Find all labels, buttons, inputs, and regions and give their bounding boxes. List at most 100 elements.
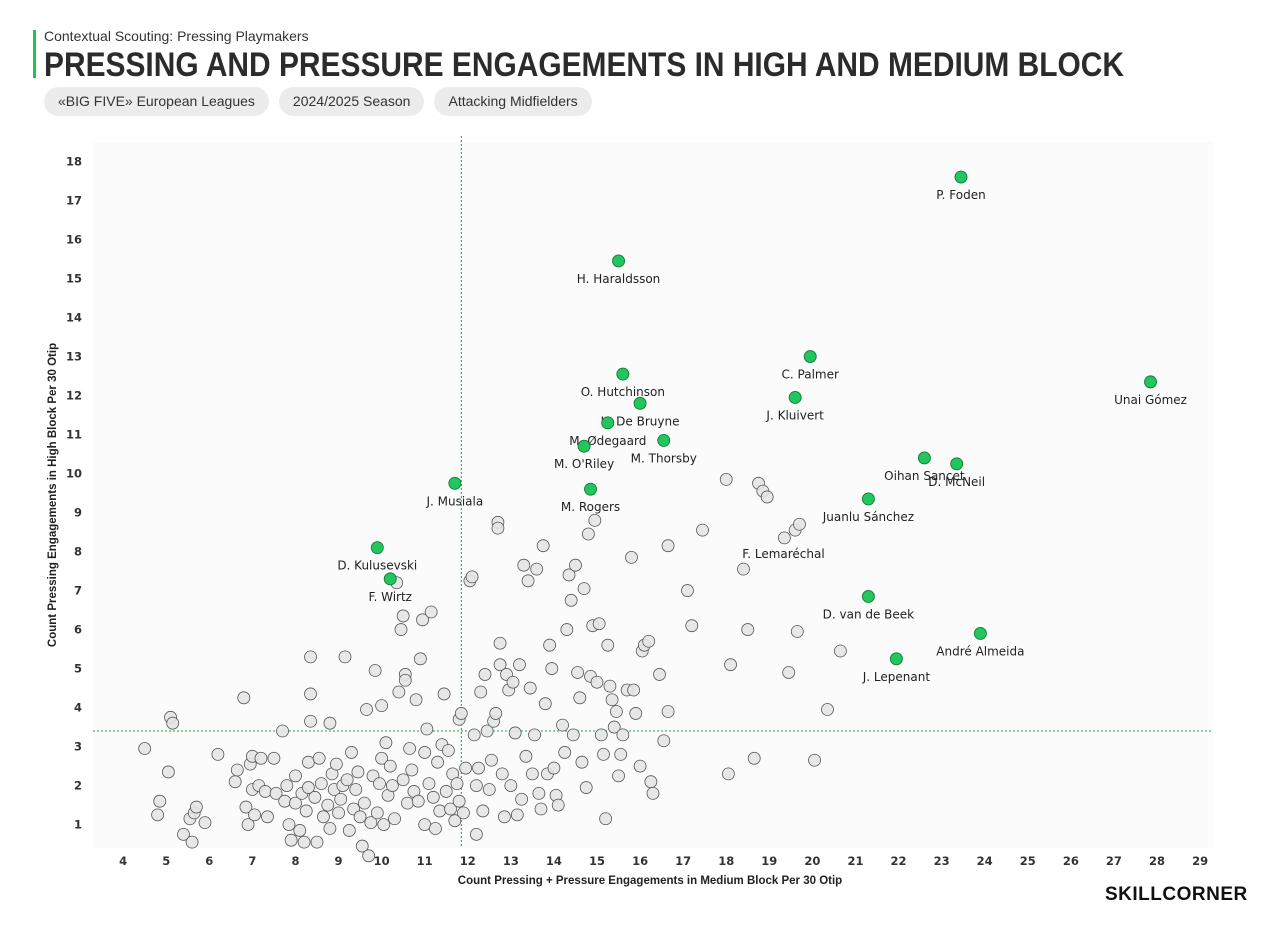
x-tick-label: 27 [1106,854,1122,868]
data-point [375,699,389,713]
highlight-point [1144,375,1157,389]
x-tick-label: 19 [761,854,777,868]
data-point [355,839,369,853]
point-label: H. Haraldsson [577,272,661,286]
data-point [616,728,630,742]
tag-season[interactable]: 2024/2025 Season [278,87,425,116]
data-point [433,804,447,818]
data-point [439,785,453,798]
data-point [566,728,580,742]
point-label: K. De Bruyne [601,414,680,428]
data-point [592,617,606,631]
data-point [581,527,595,541]
data-point [724,658,737,672]
x-tick-label: 24 [977,854,993,868]
data-point [782,666,796,679]
data-point [304,650,317,664]
data-point [401,796,414,810]
data-point [138,742,152,755]
y-tick-label: 17 [66,194,82,208]
point-label: F. Lemaréchal [742,547,824,561]
point-label: M. Rogers [561,500,620,514]
data-point [323,822,337,835]
data-point [543,638,557,652]
data-point [297,835,311,849]
data-point [808,753,821,767]
data-point [588,513,602,527]
highlight-point [612,254,625,268]
x-tick-label: 21 [847,854,863,868]
y-tick-label: 15 [66,272,82,286]
x-tick-label: 22 [891,854,907,868]
highlight-point [657,433,671,447]
data-point [280,779,294,792]
data-point [523,681,537,695]
data-point [444,802,457,816]
data-point [478,668,492,681]
data-point [230,763,244,777]
y-tick-label: 11 [66,428,82,442]
x-tick-label: 14 [546,854,562,868]
data-point [314,777,328,791]
data-point [642,634,656,648]
data-point [338,650,352,664]
data-point [467,728,481,742]
data-point [166,716,180,730]
data-point [609,705,623,718]
point-label: O. Hutchinson [581,385,665,399]
data-point [413,652,427,666]
data-point [653,668,666,681]
x-tick-label: 15 [589,854,605,868]
data-point [741,623,755,636]
x-tick-label: 29 [1192,854,1208,868]
data-point [472,761,485,775]
data-point [211,747,225,761]
data-point [420,722,434,736]
data-point [525,767,539,781]
data-point [558,746,572,759]
data-point [396,773,410,787]
data-point [349,783,363,796]
point-label: André Almeida [936,644,1024,658]
data-point [504,779,518,792]
highlight-point [861,589,875,603]
data-point [304,687,317,701]
data-point [556,718,569,732]
data-point [661,539,675,553]
data-point [237,691,251,705]
data-point [454,707,468,720]
tag-position[interactable]: Attacking Midfielders [434,87,592,116]
data-point [304,714,317,728]
x-tick-label: 17 [675,854,691,868]
data-point [508,726,522,740]
data-point [629,707,643,720]
highlight-point [973,627,987,640]
point-label: C. Palmer [782,368,839,382]
point-label: J. Lepenant [862,670,931,684]
data-point [364,816,378,830]
data-point [452,794,466,808]
point-label: M. Thorsby [631,451,697,465]
data-point [198,816,212,830]
data-point [308,790,322,804]
data-point [646,786,660,800]
data-point [239,800,253,814]
data-point [560,623,574,636]
data-point [489,707,503,720]
y-axis-label: Count Pressing Engagements in High Block… [47,343,59,647]
data-point [411,794,425,808]
data-point [493,658,507,672]
data-point [469,779,483,792]
data-point [474,685,488,699]
x-tick-label: 13 [503,854,519,868]
data-point [493,636,507,650]
data-point [189,800,203,814]
tag-leagues[interactable]: «BIG FIVE» European Leagues [44,87,269,116]
data-point [644,775,658,789]
data-point [517,558,531,572]
data-point [760,490,774,504]
chart-title: PRESSING AND PRESSURE ENGAGEMENTS IN HIG… [44,46,1124,84]
x-tick-label: 5 [162,854,170,868]
data-point [495,767,509,781]
data-point [469,827,483,841]
